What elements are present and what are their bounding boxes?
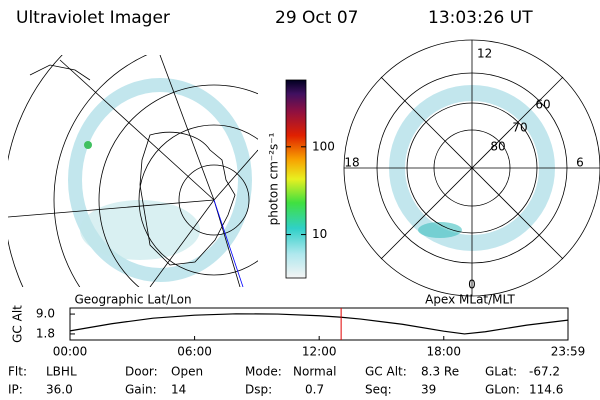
status-value: 14 xyxy=(171,383,186,397)
mlat-label: 60 xyxy=(535,98,550,112)
magnetic-image xyxy=(343,39,600,297)
altitude-line xyxy=(69,313,569,335)
status-value: 114.6 xyxy=(529,383,563,397)
status-label: Seq: xyxy=(365,383,392,397)
x-tick-label: 00:00 xyxy=(53,345,88,359)
status-value: LBHL xyxy=(46,365,77,379)
panel-label: Apex MLat/MLT xyxy=(425,293,515,307)
status-value: Open xyxy=(171,365,203,379)
status-value: -67.2 xyxy=(529,365,560,379)
status-label: Dsp: xyxy=(245,383,272,397)
status-label: Door: xyxy=(125,365,158,379)
x-tick-label: 06:00 xyxy=(177,345,212,359)
status-label: Flt: xyxy=(8,365,27,379)
status-label: GC Alt: xyxy=(365,365,407,379)
mlt-label: 18 xyxy=(344,156,359,170)
colorbar-label: photon cm⁻²s⁻¹ xyxy=(267,132,281,225)
colorbar-tick-label: 10 xyxy=(312,227,327,241)
y-axis-label: GC Alt xyxy=(11,305,25,343)
status-label: IP: xyxy=(8,383,23,397)
x-tick-label: 23:59 xyxy=(551,345,586,359)
x-tick-label: 12:00 xyxy=(302,345,337,359)
status-value: 0.7 xyxy=(305,383,324,397)
status-label: GLat: xyxy=(485,365,517,379)
status-value: 39 xyxy=(421,383,436,397)
colorbar xyxy=(285,79,307,279)
colorbar-tick-label: 100 xyxy=(312,139,335,153)
plot-frame xyxy=(69,307,569,341)
status-label: GLon: xyxy=(485,383,520,397)
title: Ultraviolet Imager xyxy=(16,8,170,28)
mlat-label: 80 xyxy=(490,140,505,154)
status-label: Gain: xyxy=(125,383,157,397)
y-tick-label: 1.8 xyxy=(36,326,55,340)
mlat-label: 70 xyxy=(512,121,527,135)
status-label: Mode: xyxy=(245,365,282,379)
time: 13:03:26 UT xyxy=(428,8,533,28)
status-value: 8.3 Re xyxy=(421,365,459,379)
date: 29 Oct 07 xyxy=(275,8,358,28)
mlt-label: 12 xyxy=(477,47,492,61)
panel-label: Geographic Lat/Lon xyxy=(74,293,191,307)
status-value: 36.0 xyxy=(46,383,73,397)
mlt-label: 0 xyxy=(468,278,476,292)
x-tick-label: 18:00 xyxy=(426,345,461,359)
status-value: Normal xyxy=(293,365,336,379)
mlt-label: 6 xyxy=(576,156,584,170)
geographic-image xyxy=(8,55,258,287)
y-tick-label: 9.0 xyxy=(36,307,55,321)
